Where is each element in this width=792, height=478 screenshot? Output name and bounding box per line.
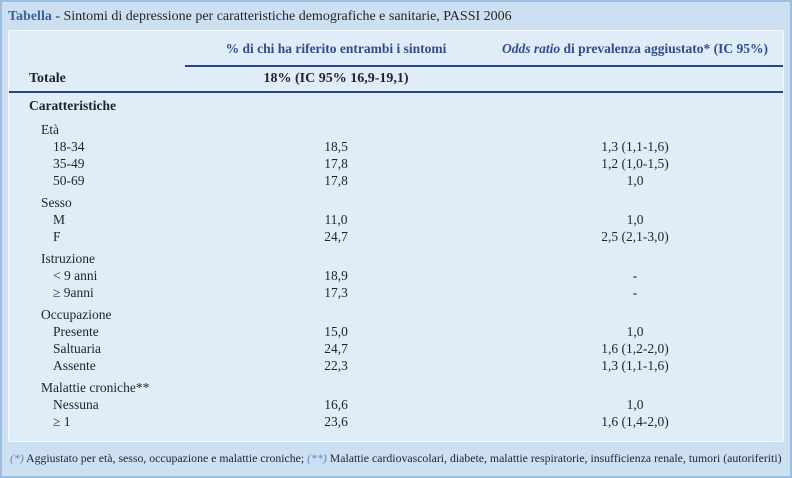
row-odds-ratio-value: 1,6 (1,2-2,0)	[601, 341, 669, 356]
figure-title-label: Tabella	[8, 9, 52, 24]
row-odds-ratio-value	[487, 121, 783, 138]
table-rows: Caratteristiche Età 18-34 18,5 1,3 (1,1-1,6)…	[9, 93, 783, 430]
row-percent-value: 18,9	[324, 268, 348, 283]
row-percent-value: 11,0	[324, 212, 348, 227]
row-percent-value: 23,6	[324, 414, 348, 429]
table-row: Presente 15,0 1,0	[9, 323, 783, 340]
row-odds-ratio-value: 1,0	[626, 324, 644, 339]
row-label: Presente	[53, 324, 99, 339]
row-label: < 9 anni	[53, 268, 98, 283]
row-percent-value: 18,5	[324, 139, 348, 154]
table-row: F 24,7 2,5 (2,1-3,0)	[9, 228, 783, 245]
table-row: M 11,0 1,0	[9, 211, 783, 228]
table-row: Assente 22,3 1,3 (1,1-1,6)	[9, 357, 783, 374]
row-percent-value: 16,6	[324, 397, 348, 412]
row-label: Occupazione	[41, 307, 112, 322]
row-odds-ratio-value: 1,2 (1,0-1,5)	[601, 156, 669, 171]
row-odds-ratio-value	[487, 306, 783, 323]
row-odds-ratio-value: -	[632, 285, 638, 300]
totale-row: Totale 18% (IC 95% 16,9-19,1)	[9, 67, 783, 91]
footnote-text-2: Malattie cardiovascolari, diabete, malat…	[326, 451, 782, 465]
row-label: 18-34	[53, 139, 85, 154]
col-header-percent: % di chi ha riferito entrambi i sintomi	[225, 41, 447, 56]
row-label: Età	[41, 122, 59, 137]
footnote-marker-2: (**)	[307, 451, 327, 465]
row-percent-value	[185, 96, 487, 116]
row-percent-value	[185, 306, 487, 323]
row-label: 35-49	[53, 156, 85, 171]
row-label: Caratteristiche	[29, 98, 116, 113]
totale-label: Totale	[29, 71, 66, 86]
figure-title-text: - Sintomi di depressione per caratterist…	[51, 9, 512, 24]
row-percent-value: 17,3	[324, 285, 348, 300]
row-odds-ratio-value	[487, 250, 783, 267]
row-label: Assente	[53, 358, 96, 373]
row-percent-value	[185, 194, 487, 211]
row-odds-ratio-value: 1,6 (1,4-2,0)	[601, 414, 669, 429]
row-odds-ratio-value: 1,0	[626, 212, 644, 227]
col-header-odds-ratio-rest: di prevalenza aggiustato* (IC 95%)	[560, 41, 769, 56]
row-label: Sesso	[41, 195, 72, 210]
table-row: 50-69 17,8 1,0	[9, 172, 783, 189]
table-panel: % di chi ha riferito entrambi i sintomi …	[8, 30, 784, 442]
table-row: Sesso	[9, 194, 783, 211]
header-rule	[185, 65, 783, 67]
row-odds-ratio-value	[487, 379, 783, 396]
row-percent-value: 17,8	[324, 156, 348, 171]
row-odds-ratio-value: 2,5 (2,1-3,0)	[601, 229, 669, 244]
table-row: Caratteristiche	[9, 96, 783, 116]
footnote-text-1: Aggiustato per età, sesso, occupazione e…	[23, 451, 308, 465]
row-label: F	[53, 229, 61, 244]
col-header-odds-ratio-italic: Odds ratio	[501, 41, 561, 56]
row-percent-value: 15,0	[324, 324, 348, 339]
table-row: Nessuna 16,6 1,0	[9, 396, 783, 413]
figure-title: Tabella - Sintomi di depressione per car…	[2, 2, 790, 25]
row-label: Saltuaria	[53, 341, 101, 356]
row-percent-value: 17,8	[324, 173, 348, 188]
footnote: (*) Aggiustato per età, sesso, occupazio…	[2, 451, 790, 466]
row-odds-ratio-value: 1,0	[626, 397, 644, 412]
table-row: Istruzione	[9, 250, 783, 267]
row-label: Nessuna	[53, 397, 99, 412]
row-odds-ratio-value: 1,0	[626, 173, 644, 188]
row-label: 50-69	[53, 173, 85, 188]
totale-value: 18% (IC 95% 16,9-19,1)	[263, 71, 409, 86]
row-odds-ratio-value	[487, 96, 783, 116]
col-header-odds-ratio: Odds ratio di prevalenza aggiustato* (IC…	[487, 41, 783, 57]
row-percent-value	[185, 379, 487, 396]
row-label: Malattie croniche**	[41, 380, 150, 395]
row-odds-ratio-value: 1,3 (1,1-1,6)	[601, 358, 669, 373]
table-row: ≥ 1 23,6 1,6 (1,4-2,0)	[9, 413, 783, 430]
totale-rule	[9, 91, 783, 93]
row-odds-ratio-value: -	[632, 268, 638, 283]
table-row: Occupazione	[9, 306, 783, 323]
row-odds-ratio-value	[487, 194, 783, 211]
table-row: 35-49 17,8 1,2 (1,0-1,5)	[9, 155, 783, 172]
table-row: Saltuaria 24,7 1,6 (1,2-2,0)	[9, 340, 783, 357]
table-row: 18-34 18,5 1,3 (1,1-1,6)	[9, 138, 783, 155]
table-header-row: % di chi ha riferito entrambi i sintomi …	[9, 39, 783, 65]
row-label: ≥ 1	[53, 414, 71, 429]
table-row: ≥ 9anni 17,3 -	[9, 284, 783, 301]
row-percent-value: 24,7	[324, 341, 348, 356]
row-percent-value: 22,3	[324, 358, 348, 373]
row-percent-value	[185, 121, 487, 138]
table-row: Malattie croniche**	[9, 379, 783, 396]
row-label: M	[53, 212, 66, 227]
row-label: Istruzione	[41, 251, 95, 266]
footnote-marker-1: (*)	[10, 451, 24, 465]
row-percent-value: 24,7	[324, 229, 348, 244]
table-row: Età	[9, 121, 783, 138]
row-percent-value	[185, 250, 487, 267]
row-label: ≥ 9anni	[53, 285, 94, 300]
table-row: < 9 anni 18,9 -	[9, 267, 783, 284]
row-odds-ratio-value: 1,3 (1,1-1,6)	[601, 139, 669, 154]
